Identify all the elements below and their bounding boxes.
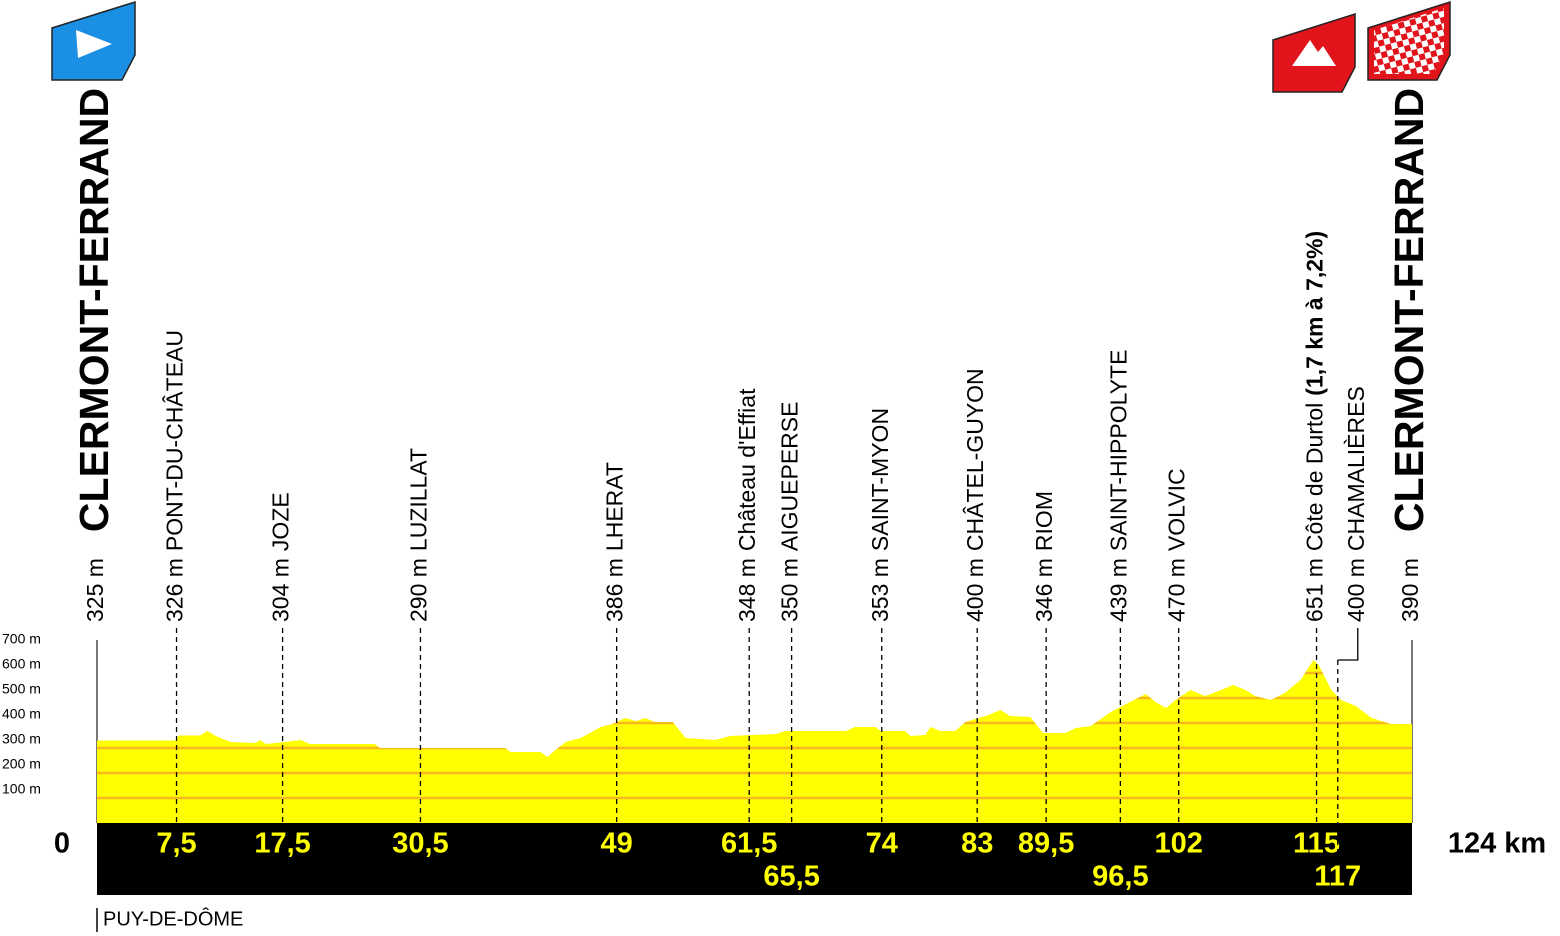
waypoint-name: RIOM: [1031, 491, 1057, 551]
waypoint-elevation: 350 m: [777, 558, 803, 622]
waypoint-elevation: 400 m: [1343, 558, 1369, 622]
waypoint-label: 390 m CLERMONT-FERRAND: [1386, 88, 1432, 622]
km-label: 7,5: [156, 828, 196, 860]
start-icon: [51, 0, 136, 81]
waypoint-name: AIGUEPERSE: [777, 402, 803, 552]
y-tick-label: 100 m: [2, 781, 41, 797]
km-label: 74: [866, 828, 898, 860]
km-label: 49: [601, 828, 633, 860]
waypoint-name: Château d'Effiat: [734, 388, 760, 551]
waypoint-elbow: [1337, 628, 1359, 661]
km-label: 61,5: [721, 828, 777, 860]
waypoint-elevation: 651 m: [1302, 558, 1328, 622]
waypoint-label: 353 m SAINT-MYON: [867, 408, 893, 622]
waypoint-label: 304 m JOZE: [268, 492, 294, 622]
waypoint-label: 346 m RIOM: [1031, 491, 1057, 622]
km-label: 115: [1293, 828, 1340, 860]
waypoint-name: SAINT-HIPPOLYTE: [1105, 350, 1131, 552]
km-label: 65,5: [763, 861, 819, 893]
waypoint-name: LHERAT: [602, 462, 628, 551]
waypoint-label: 386 m LHERAT: [602, 462, 628, 622]
waypoint-elevation: 346 m: [1031, 558, 1057, 622]
km-label: 117: [1314, 861, 1361, 893]
waypoint-name: LUZILLAT: [406, 448, 432, 551]
y-tick-label: 400 m: [2, 706, 41, 722]
waypoint-elevation: 348 m: [734, 558, 760, 622]
waypoint-name: CHÂTEL-GUYON: [962, 368, 988, 551]
waypoint-elevation: 390 m: [1397, 558, 1423, 622]
waypoint-name: CHAMALIÈRES: [1343, 386, 1369, 551]
finish-icon: [1367, 0, 1451, 81]
waypoint-name: CLERMONT-FERRAND: [1386, 88, 1432, 532]
waypoint-elevation: 290 m: [406, 558, 432, 622]
y-tick-label: 300 m: [2, 731, 41, 747]
km-label: 0: [54, 828, 70, 860]
y-tick-label: 700 m: [2, 631, 41, 647]
waypoint-name: VOLVIC: [1164, 468, 1190, 551]
waypoint-name: CLERMONT-FERRAND: [71, 88, 117, 532]
climb-icon: [1272, 12, 1356, 93]
km-label: 96,5: [1092, 861, 1148, 893]
waypoint-label: 470 m VOLVIC: [1164, 468, 1190, 622]
km-label: 89,5: [1018, 828, 1074, 860]
y-tick-label: 600 m: [2, 656, 41, 672]
waypoint-name: Côte de Durtol: [1302, 403, 1328, 551]
waypoint-label: 439 m SAINT-HIPPOLYTE: [1105, 350, 1131, 622]
waypoint-elevation: 304 m: [268, 558, 294, 622]
waypoint-name: JOZE: [268, 492, 294, 551]
km-label: 102: [1154, 828, 1202, 860]
waypoint-elevation: 325 m: [82, 558, 108, 622]
waypoint-label: 290 m LUZILLAT: [406, 448, 432, 622]
waypoint-label: 325 m CLERMONT-FERRAND: [71, 88, 117, 622]
waypoint-label: 348 m Château d'Effiat: [734, 388, 760, 622]
waypoint-name: SAINT-MYON: [867, 408, 893, 551]
km-label: 124 km: [1448, 828, 1546, 860]
km-label: 17,5: [254, 828, 310, 860]
waypoint-elevation: 353 m: [867, 558, 893, 622]
waypoint-label: 326 m PONT-DU-CHÂTEAU: [162, 330, 188, 622]
waypoint-elevation: 400 m: [962, 558, 988, 622]
distance-band: [97, 823, 1412, 895]
km-label: 30,5: [392, 828, 448, 860]
waypoint-elevation: 386 m: [602, 558, 628, 622]
waypoint-elevation: 326 m: [162, 558, 188, 622]
elevation-area: [97, 660, 1412, 823]
km-label: 83: [961, 828, 993, 860]
waypoint-label: 400 m CHAMALIÈRES: [1343, 386, 1369, 622]
waypoint-name: PONT-DU-CHÂTEAU: [162, 330, 188, 551]
y-tick-label: 500 m: [2, 681, 41, 697]
waypoint-label: 651 m Côte de Durtol (1,7 km à 7,2%): [1302, 231, 1328, 622]
region-label: PUY-DE-DÔME: [103, 907, 243, 930]
climb-info: (1,7 km à 7,2%): [1302, 231, 1328, 396]
y-tick-label: 200 m: [2, 756, 41, 772]
waypoint-label: 350 m AIGUEPERSE: [777, 402, 803, 622]
waypoint-elevation: 439 m: [1105, 558, 1131, 622]
waypoint-elevation: 470 m: [1164, 558, 1190, 622]
waypoint-label: 400 m CHÂTEL-GUYON: [962, 368, 988, 622]
